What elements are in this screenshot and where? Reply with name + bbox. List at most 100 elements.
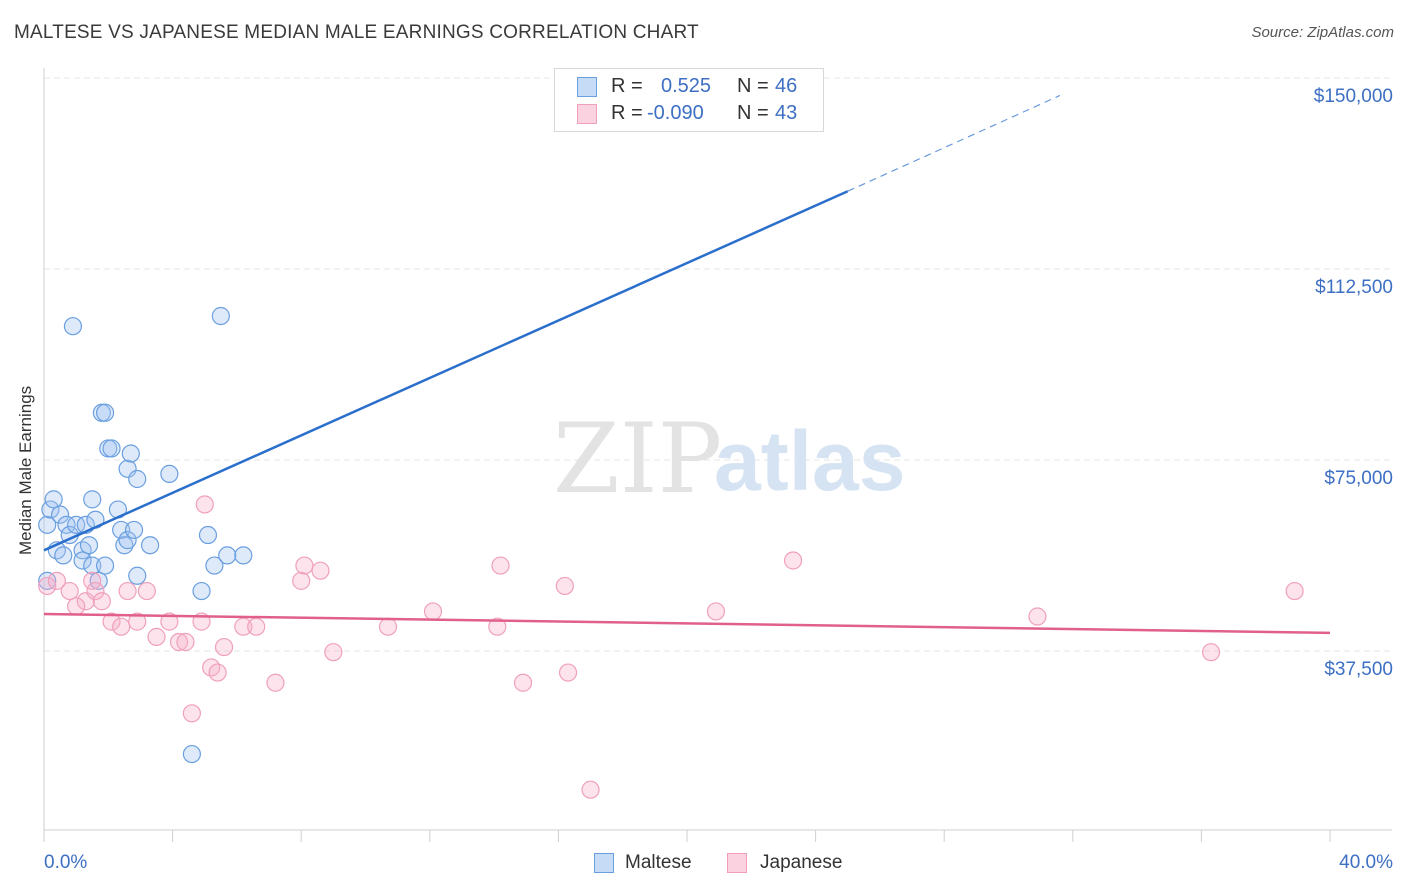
legend-japanese-label: Japanese <box>760 852 843 873</box>
japanese-point-26 <box>311 561 330 580</box>
legend-japanese-swatch <box>727 853 747 873</box>
maltese-point-9 <box>63 317 83 336</box>
maltese-point-31 <box>128 469 147 489</box>
maltese-point-27 <box>118 531 137 550</box>
japanese-trend-line <box>43 612 1331 635</box>
maltese-point-14 <box>79 536 99 555</box>
japanese-point-28 <box>378 617 398 636</box>
japanese-point-21 <box>234 617 253 636</box>
axes <box>43 68 1392 842</box>
japanese-point-24 <box>292 571 311 590</box>
japanese-swatch <box>577 104 597 124</box>
grid-lines <box>44 77 1392 652</box>
maltese-point-5 <box>50 505 70 524</box>
japanese-point-38 <box>1028 607 1047 626</box>
japanese-point-40 <box>1285 581 1304 601</box>
japanese-point-11 <box>137 581 156 601</box>
maltese-point-25 <box>112 520 131 540</box>
maltese-point-26 <box>115 536 134 555</box>
maltese-point-16 <box>83 556 102 575</box>
japanese-point-30 <box>488 617 507 636</box>
maltese-point-30 <box>124 520 144 540</box>
japanese-point-31 <box>491 556 510 575</box>
japanese-point-5 <box>86 581 105 601</box>
maltese-trend-extension <box>847 94 1061 192</box>
japanese-points <box>38 495 1304 799</box>
maltese-point-32 <box>128 566 147 585</box>
maltese-point-35 <box>192 581 211 601</box>
japanese-point-22 <box>247 617 266 636</box>
stats-row-maltese: R = 0.525 N = 46 <box>577 75 817 99</box>
maltese-point-29 <box>121 444 140 463</box>
watermark-zip: ZIP <box>553 403 722 515</box>
japanese-point-14 <box>169 632 189 652</box>
japanese-point-7 <box>102 612 121 631</box>
maltese-point-18 <box>89 571 108 590</box>
maltese-point-33 <box>140 536 160 555</box>
japanese-point-2 <box>60 581 79 601</box>
japanese-point-10 <box>128 612 147 631</box>
maltese-r-value: 0.525 <box>661 75 712 97</box>
japanese-point-23 <box>266 673 285 692</box>
maltese-point-7 <box>57 515 76 534</box>
source-label: Source: ZipAtlas.com <box>1251 24 1394 41</box>
y-tick-label-1: $112,500 <box>1315 277 1393 298</box>
maltese-point-36 <box>198 525 218 545</box>
maltese-point-6 <box>54 546 73 565</box>
trend-lines <box>43 94 1331 635</box>
maltese-n-value: 46 <box>775 75 798 97</box>
stats-row-japanese: R = -0.090 N = 43 <box>577 102 817 126</box>
japanese-point-36 <box>706 602 726 621</box>
maltese-trend-line <box>43 190 849 552</box>
japanese-point-33 <box>555 576 574 596</box>
maltese-point-12 <box>73 551 92 570</box>
japanese-point-32 <box>513 673 533 692</box>
maltese-point-15 <box>83 490 102 509</box>
maltese-point-21 <box>95 556 115 575</box>
japanese-point-1 <box>47 571 66 590</box>
maltese-point-1 <box>38 515 57 534</box>
japanese-point-29 <box>423 602 443 621</box>
y-tick-label-3: $37,500 <box>1324 659 1393 680</box>
japanese-point-19 <box>208 663 227 682</box>
maltese-swatch <box>577 77 597 97</box>
japanese-point-34 <box>558 663 578 682</box>
maltese-point-0 <box>38 571 57 590</box>
japanese-point-37 <box>783 551 803 570</box>
chart-title: MALTESE VS JAPANESE MEDIAN MALE EARNINGS… <box>14 22 699 43</box>
watermark-atlas: atlas <box>714 414 905 508</box>
maltese-point-41 <box>182 744 201 764</box>
maltese-point-20 <box>95 403 115 422</box>
japanese-point-13 <box>160 612 179 631</box>
maltese-point-10 <box>67 515 86 534</box>
maltese-point-23 <box>102 439 121 458</box>
maltese-point-38 <box>211 306 230 326</box>
japanese-point-8 <box>112 617 131 636</box>
japanese-point-9 <box>118 581 137 601</box>
japanese-r-value: -0.090 <box>647 102 704 124</box>
maltese-point-39 <box>218 546 237 565</box>
japanese-n-value: 43 <box>775 102 798 124</box>
japanese-point-27 <box>324 643 343 662</box>
y-tick-label-0: $150,000 <box>1313 86 1393 107</box>
japanese-point-12 <box>147 627 166 646</box>
japanese-point-25 <box>295 556 314 575</box>
maltese-point-40 <box>234 546 253 565</box>
x-tick-label-min: 0.0% <box>44 852 88 873</box>
japanese-point-39 <box>1201 643 1221 662</box>
maltese-point-37 <box>205 556 224 575</box>
japanese-point-0 <box>38 576 57 596</box>
maltese-point-34 <box>160 464 179 484</box>
japanese-point-15 <box>176 632 195 652</box>
y-tick-label-2: $75,000 <box>1324 468 1393 489</box>
watermark: ZIP atlas <box>553 403 905 515</box>
japanese-point-4 <box>83 571 102 590</box>
japanese-point-20 <box>214 637 234 657</box>
japanese-point-16 <box>182 704 201 723</box>
japanese-point-6 <box>92 592 111 611</box>
maltese-point-2 <box>41 500 60 519</box>
legend-maltese-label: Maltese <box>625 852 692 873</box>
maltese-points <box>38 103 732 764</box>
japanese-point-35 <box>581 780 600 799</box>
